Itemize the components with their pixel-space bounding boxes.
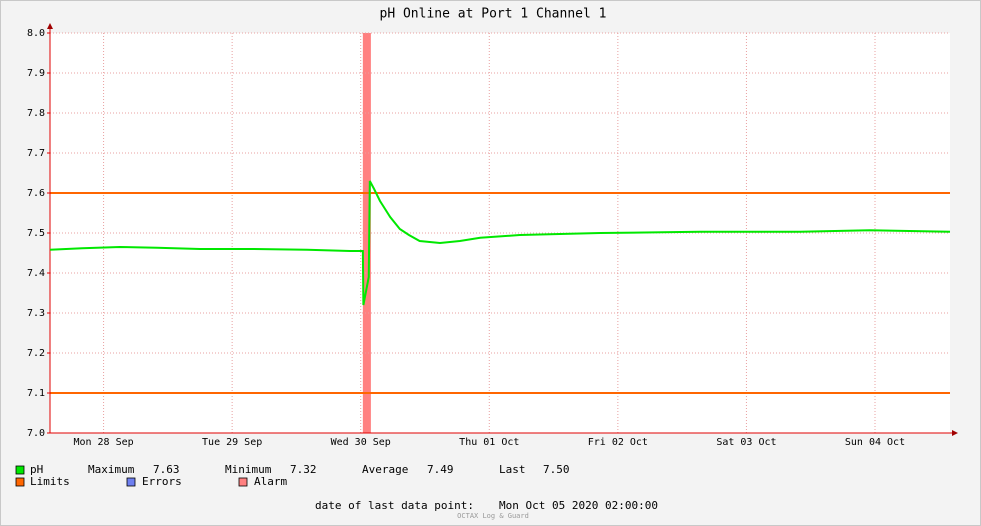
- y-tick-label: 7.9: [27, 68, 45, 79]
- stat-value: 7.50: [543, 463, 570, 476]
- stat-label: Maximum: [88, 463, 135, 476]
- x-tick-label: Wed 30 Sep: [331, 437, 391, 448]
- x-tick-label: Sun 04 Oct: [845, 437, 905, 448]
- footer-label: date of last data point:: [315, 499, 474, 512]
- legend-label: Errors: [142, 475, 182, 488]
- stat-value: 7.32: [290, 463, 317, 476]
- watermark: OCTAX Log & Guard: [457, 512, 529, 520]
- y-tick-label: 7.4: [27, 268, 45, 279]
- ph-line: [49, 180, 951, 306]
- x-tick-label: Tue 29 Sep: [202, 437, 262, 448]
- y-tick-label: 7.8: [27, 108, 45, 119]
- y-axis-arrow: [47, 23, 53, 29]
- chart-title: pH Online at Port 1 Channel 1: [380, 7, 607, 22]
- y-tick-label: 7.6: [27, 188, 45, 199]
- legend-swatch: [15, 477, 25, 487]
- legend-swatch: [238, 477, 248, 487]
- y-tick-label: 7.2: [27, 348, 45, 359]
- x-tick-label: Mon 28 Sep: [73, 437, 133, 448]
- alarm-band: [362, 33, 371, 433]
- stat-value: 7.49: [427, 463, 454, 476]
- legend-swatch: [126, 477, 136, 487]
- y-tick-label: 7.3: [27, 308, 45, 319]
- legend-swatch: [15, 465, 25, 475]
- x-tick-label: Sat 03 Oct: [716, 437, 776, 448]
- y-tick-label: 7.0: [27, 428, 45, 439]
- stat-label: Average: [362, 463, 408, 476]
- legend-label: pH: [30, 463, 43, 476]
- y-tick-label: 7.1: [27, 388, 45, 399]
- stat-label: Minimum: [225, 463, 272, 476]
- y-tick-label: 7.5: [27, 228, 45, 239]
- y-tick-label: 8.0: [27, 28, 45, 39]
- legend-label: Alarm: [254, 475, 287, 488]
- x-tick-label: Thu 01 Oct: [459, 437, 519, 448]
- legend-label: Limits: [30, 475, 70, 488]
- stat-value: 7.63: [153, 463, 180, 476]
- x-axis-arrow: [952, 430, 958, 436]
- stat-label: Last: [499, 463, 526, 476]
- footer-value: Mon Oct 05 2020 02:00:00: [499, 499, 658, 512]
- x-tick-label: Fri 02 Oct: [588, 437, 648, 448]
- y-tick-label: 7.7: [27, 148, 45, 159]
